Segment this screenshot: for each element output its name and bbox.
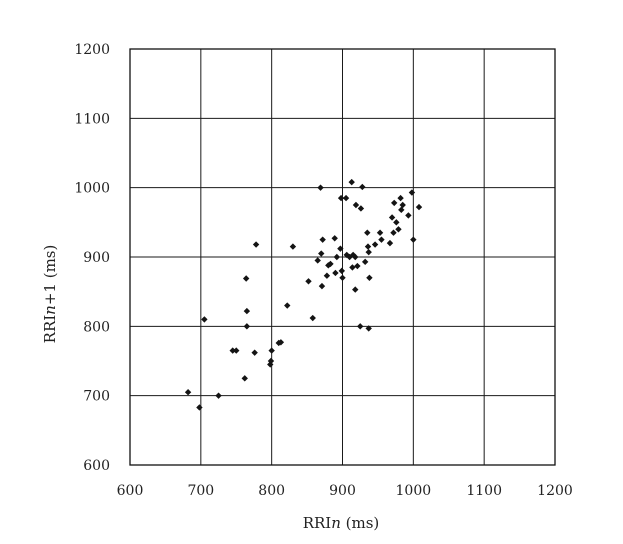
data-point (241, 375, 248, 382)
y-axis-label-italic: n (41, 305, 59, 315)
data-point (388, 214, 396, 221)
data-point (361, 258, 369, 266)
y-tick-label: 600 (83, 458, 110, 474)
data-point (327, 260, 334, 268)
y-axis-ticks: 600 700 800 900 1000 1100 1200 (74, 42, 110, 474)
data-point (305, 278, 312, 285)
y-tick-label: 1000 (74, 181, 110, 197)
data-point (371, 241, 379, 248)
data-point (349, 264, 356, 271)
data-point (317, 184, 324, 191)
data-point (393, 219, 400, 226)
data-point (354, 262, 361, 270)
x-axis-ticks: 600 700 800 900 1000 1100 1200 (117, 483, 573, 499)
data-point (415, 203, 423, 211)
data-point (289, 243, 297, 250)
data-point (352, 253, 359, 261)
x-tick-label: 1000 (396, 483, 432, 499)
x-tick-label: 900 (329, 483, 356, 499)
data-point (410, 236, 417, 243)
data-point (284, 302, 291, 309)
y-axis-label: RRIn+1 (ms) (41, 245, 59, 344)
grid-lines (129, 48, 556, 466)
data-point (215, 392, 222, 399)
data-point (319, 236, 326, 243)
plot-frame (129, 48, 556, 466)
data-point (243, 323, 251, 330)
data-point (359, 183, 366, 191)
data-point (386, 239, 394, 247)
data-point (378, 236, 385, 243)
data-point (399, 201, 406, 209)
data-point (376, 229, 384, 236)
data-point (318, 250, 325, 257)
data-points (184, 178, 423, 411)
data-point (366, 274, 373, 281)
x-tick-label: 1200 (537, 483, 573, 499)
x-axis-label: RRIn (ms) (303, 514, 380, 532)
data-point (337, 245, 344, 252)
data-point (314, 257, 321, 264)
y-tick-label: 900 (83, 250, 110, 266)
data-point (408, 189, 416, 196)
data-point (365, 248, 372, 256)
data-point (309, 314, 316, 322)
y-axis-label-suffix: +1 (ms) (41, 245, 59, 306)
data-point (390, 229, 397, 236)
data-point (267, 357, 275, 365)
data-point (184, 389, 192, 396)
data-point (397, 194, 404, 202)
data-point (339, 274, 346, 281)
data-point (251, 349, 258, 356)
data-point (338, 267, 345, 275)
x-axis-label-prefix: RRI (303, 514, 332, 532)
x-tick-label: 1100 (466, 483, 502, 499)
data-point (352, 286, 359, 293)
data-point (333, 253, 341, 261)
data-point (337, 194, 345, 202)
data-point (342, 194, 350, 202)
x-axis-label-italic: n (331, 514, 341, 532)
data-point (323, 272, 331, 279)
y-tick-label: 1100 (74, 111, 110, 127)
y-tick-label: 800 (83, 319, 110, 335)
y-axis-label-prefix: RRI (41, 315, 59, 344)
data-point (332, 269, 339, 277)
data-point (395, 226, 402, 233)
data-point (398, 206, 405, 214)
data-point (365, 325, 372, 332)
x-tick-label: 800 (258, 483, 285, 499)
data-point (348, 178, 355, 186)
x-tick-label: 700 (187, 483, 214, 499)
y-tick-label: 700 (83, 389, 110, 405)
data-point (391, 199, 398, 207)
x-tick-label: 600 (117, 483, 144, 499)
data-point (352, 201, 360, 209)
data-point (196, 404, 203, 411)
data-point (201, 316, 208, 323)
data-point (357, 323, 364, 330)
data-point (268, 347, 275, 354)
data-point (405, 212, 412, 219)
x-axis-label-suffix: (ms) (341, 514, 379, 532)
data-point (277, 339, 285, 346)
data-point (331, 235, 338, 242)
data-point (364, 229, 371, 236)
y-tick-label: 1200 (74, 42, 110, 58)
data-point (252, 241, 260, 248)
data-point (364, 243, 372, 250)
data-point (357, 205, 365, 212)
data-point (242, 275, 250, 282)
data-point (233, 347, 240, 354)
data-point (243, 307, 251, 315)
data-point (318, 282, 326, 290)
data-point (229, 347, 236, 354)
